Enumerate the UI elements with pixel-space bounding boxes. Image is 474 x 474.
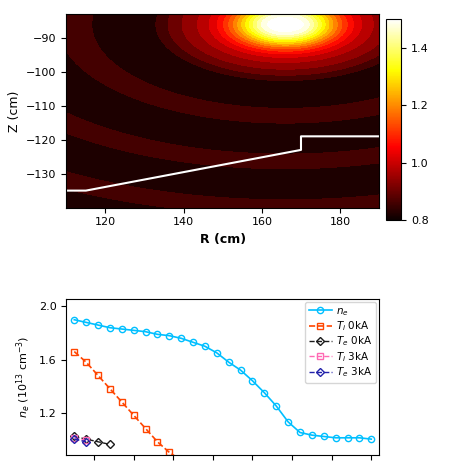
$T_i$ 0kA (166, 449, 172, 455)
$T_i$ 0kA (155, 439, 160, 445)
$T_i$ 0kA (72, 349, 77, 355)
$n_e$ (262, 390, 267, 395)
$n_e$ (333, 435, 338, 441)
$T_i$ 0kA (143, 426, 148, 431)
$T_e$ 0kA (72, 434, 77, 439)
$T_i$ 3kA (83, 438, 89, 443)
$n_e$ (368, 436, 374, 442)
$n_e$ (166, 333, 172, 338)
$T_i$ 0kA (119, 399, 125, 405)
$n_e$ (107, 325, 113, 330)
X-axis label: R (cm): R (cm) (200, 233, 246, 246)
$T_i$ 0kA (95, 373, 101, 378)
$n_e$ (321, 434, 327, 439)
$n_e$ (143, 329, 148, 335)
$n_e$ (273, 403, 279, 409)
$T_e$ 3kA (83, 439, 89, 445)
$T_i$ 0kA (131, 412, 137, 418)
$n_e$ (178, 336, 184, 341)
$n_e$ (309, 432, 315, 438)
Line: $T_e$ 0kA: $T_e$ 0kA (71, 433, 113, 447)
$n_e$ (238, 367, 244, 373)
$T_i$ 0kA (190, 465, 196, 471)
$n_e$ (345, 435, 350, 441)
$n_e$ (83, 319, 89, 325)
$n_e$ (202, 344, 208, 349)
$T_i$ 0kA (83, 359, 89, 365)
$n_e$ (226, 359, 232, 365)
$n_e$ (190, 339, 196, 345)
$n_e$ (297, 429, 303, 435)
Y-axis label: Z (cm): Z (cm) (8, 90, 20, 132)
$n_e$ (131, 328, 137, 333)
Line: $T_i$ 0kA: $T_i$ 0kA (71, 348, 208, 474)
$T_e$ 0kA (107, 442, 113, 447)
$n_e$ (155, 331, 160, 337)
$n_e$ (72, 317, 77, 323)
Line: $T_e$ 3kA: $T_e$ 3kA (71, 436, 89, 445)
$T_e$ 3kA (72, 436, 77, 442)
Legend: $n_e$, $T_i$ 0kA, $T_e$ 0kA, $T_i$ 3kA, $T_e$ 3kA: $n_e$, $T_i$ 0kA, $T_e$ 0kA, $T_i$ 3kA, … (305, 301, 376, 383)
$n_e$ (95, 322, 101, 328)
$T_e$ 0kA (83, 436, 89, 442)
$T_e$ 0kA (95, 439, 101, 445)
$n_e$ (356, 435, 362, 441)
$T_i$ 3kA (72, 435, 77, 441)
$T_i$ 0kA (107, 386, 113, 392)
$n_e$ (285, 419, 291, 425)
$n_e$ (119, 326, 125, 332)
Line: $T_i$ 3kA: $T_i$ 3kA (71, 435, 89, 444)
$T_i$ 0kA (178, 457, 184, 463)
$n_e$ (250, 378, 255, 383)
Y-axis label: $n_e$ (10$^{13}$ cm$^{-3}$): $n_e$ (10$^{13}$ cm$^{-3}$) (15, 336, 33, 418)
$n_e$ (214, 350, 219, 356)
Line: $n_e$: $n_e$ (71, 317, 374, 442)
